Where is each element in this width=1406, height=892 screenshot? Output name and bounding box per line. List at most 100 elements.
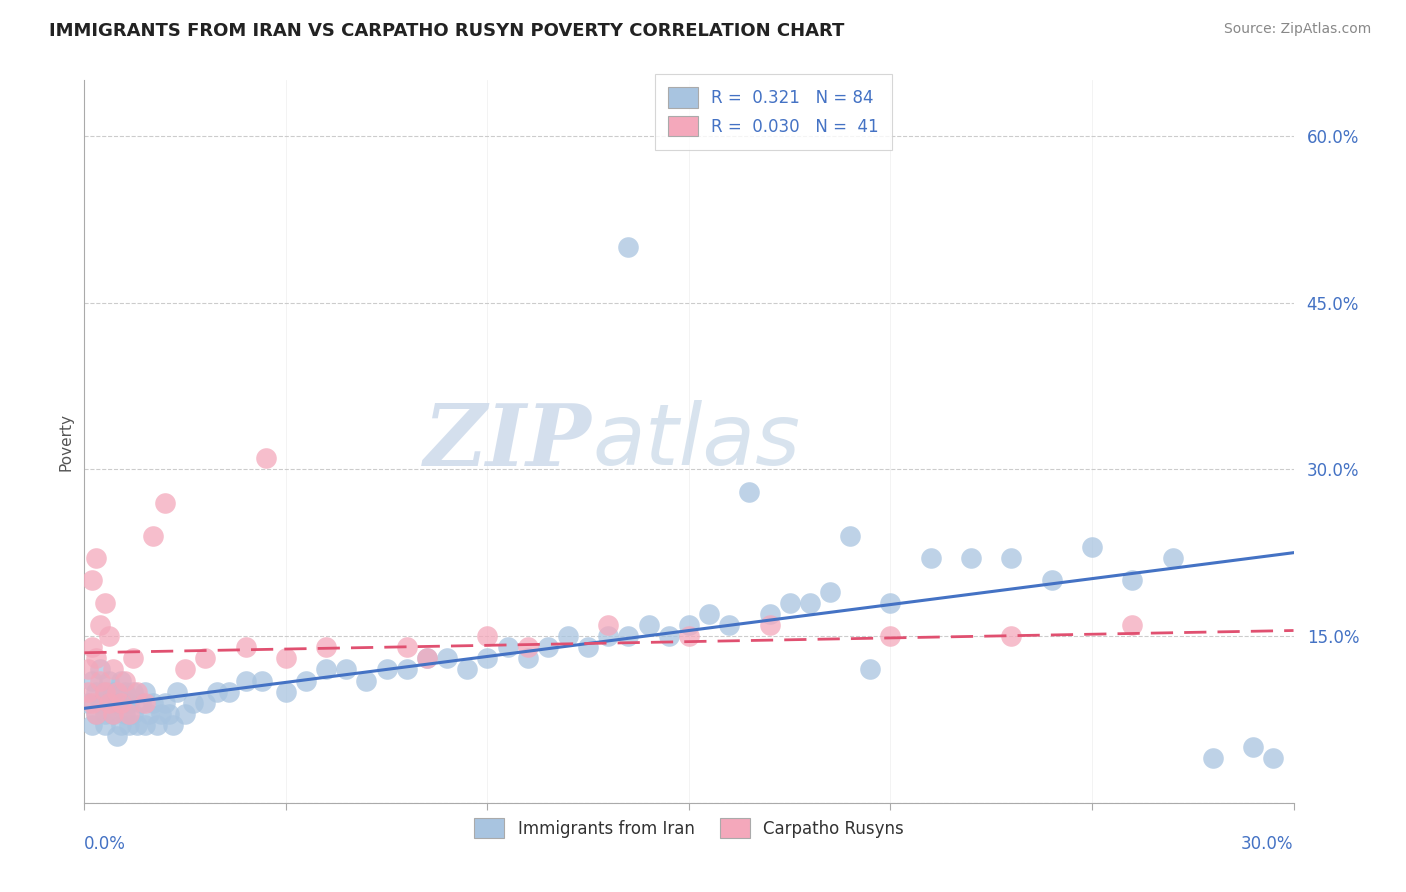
Point	[77, 662, 100, 676]
Point	[86, 706, 108, 721]
Point	[114, 673, 136, 688]
Point	[86, 706, 108, 721]
Point	[395, 640, 418, 655]
Point	[93, 684, 115, 698]
Point	[138, 706, 160, 721]
Point	[1263, 751, 1285, 765]
Point	[93, 684, 115, 698]
Point	[516, 651, 538, 665]
Point	[207, 684, 229, 698]
Point	[859, 662, 882, 676]
Point	[1040, 574, 1063, 588]
Point	[86, 551, 108, 566]
Point	[86, 651, 108, 665]
Point	[194, 651, 217, 665]
Point	[678, 629, 700, 643]
Point	[142, 696, 165, 710]
Point	[839, 529, 862, 543]
Point	[153, 696, 176, 710]
Point	[129, 696, 152, 710]
Point	[758, 607, 780, 621]
Point	[416, 651, 439, 665]
Point	[879, 629, 901, 643]
Point	[477, 651, 499, 665]
Point	[718, 618, 741, 632]
Point	[89, 696, 111, 710]
Point	[598, 618, 620, 632]
Point	[1241, 740, 1264, 755]
Point	[105, 729, 128, 743]
Text: atlas: atlas	[592, 400, 800, 483]
Text: Source: ZipAtlas.com: Source: ZipAtlas.com	[1223, 22, 1371, 37]
Point	[97, 696, 120, 710]
Point	[134, 718, 156, 732]
Point	[274, 651, 297, 665]
Point	[125, 684, 148, 698]
Point	[779, 596, 801, 610]
Point	[416, 651, 439, 665]
Point	[121, 684, 143, 698]
Point	[114, 706, 136, 721]
Point	[166, 684, 188, 698]
Point	[1000, 629, 1022, 643]
Point	[1121, 574, 1143, 588]
Point	[93, 596, 115, 610]
Point	[82, 640, 104, 655]
Point	[89, 673, 111, 688]
Point	[537, 640, 560, 655]
Point	[315, 640, 337, 655]
Point	[118, 718, 141, 732]
Point	[134, 684, 156, 698]
Point	[818, 584, 841, 599]
Point	[598, 629, 620, 643]
Point	[97, 629, 120, 643]
Point	[799, 596, 821, 610]
Point	[496, 640, 519, 655]
Point	[121, 706, 143, 721]
Point	[142, 529, 165, 543]
Point	[82, 718, 104, 732]
Point	[637, 618, 659, 632]
Point	[295, 673, 318, 688]
Point	[93, 718, 115, 732]
Point	[82, 696, 104, 710]
Point	[101, 684, 124, 698]
Point	[174, 662, 197, 676]
Point	[110, 718, 132, 732]
Point	[1000, 551, 1022, 566]
Point	[1202, 751, 1225, 765]
Point	[1081, 540, 1104, 554]
Point	[105, 696, 128, 710]
Point	[678, 618, 700, 632]
Point	[250, 673, 273, 688]
Point	[101, 662, 124, 676]
Point	[118, 706, 141, 721]
Point	[89, 618, 111, 632]
Point	[110, 673, 132, 688]
Y-axis label: Poverty: Poverty	[58, 412, 73, 471]
Point	[697, 607, 720, 621]
Point	[395, 662, 418, 676]
Point	[960, 551, 983, 566]
Point	[738, 484, 761, 499]
Point	[125, 718, 148, 732]
Point	[101, 706, 124, 721]
Point	[118, 696, 141, 710]
Point	[82, 673, 104, 688]
Text: 0.0%: 0.0%	[84, 835, 127, 854]
Point	[153, 496, 176, 510]
Point	[1121, 618, 1143, 632]
Point	[218, 684, 240, 698]
Point	[89, 662, 111, 676]
Point	[86, 684, 108, 698]
Point	[149, 706, 172, 721]
Point	[920, 551, 942, 566]
Point	[658, 629, 681, 643]
Point	[101, 706, 124, 721]
Point	[121, 651, 143, 665]
Point	[315, 662, 337, 676]
Text: IMMIGRANTS FROM IRAN VS CARPATHO RUSYN POVERTY CORRELATION CHART: IMMIGRANTS FROM IRAN VS CARPATHO RUSYN P…	[49, 22, 845, 40]
Text: ZIP: ZIP	[425, 400, 592, 483]
Point	[375, 662, 398, 676]
Point	[162, 718, 184, 732]
